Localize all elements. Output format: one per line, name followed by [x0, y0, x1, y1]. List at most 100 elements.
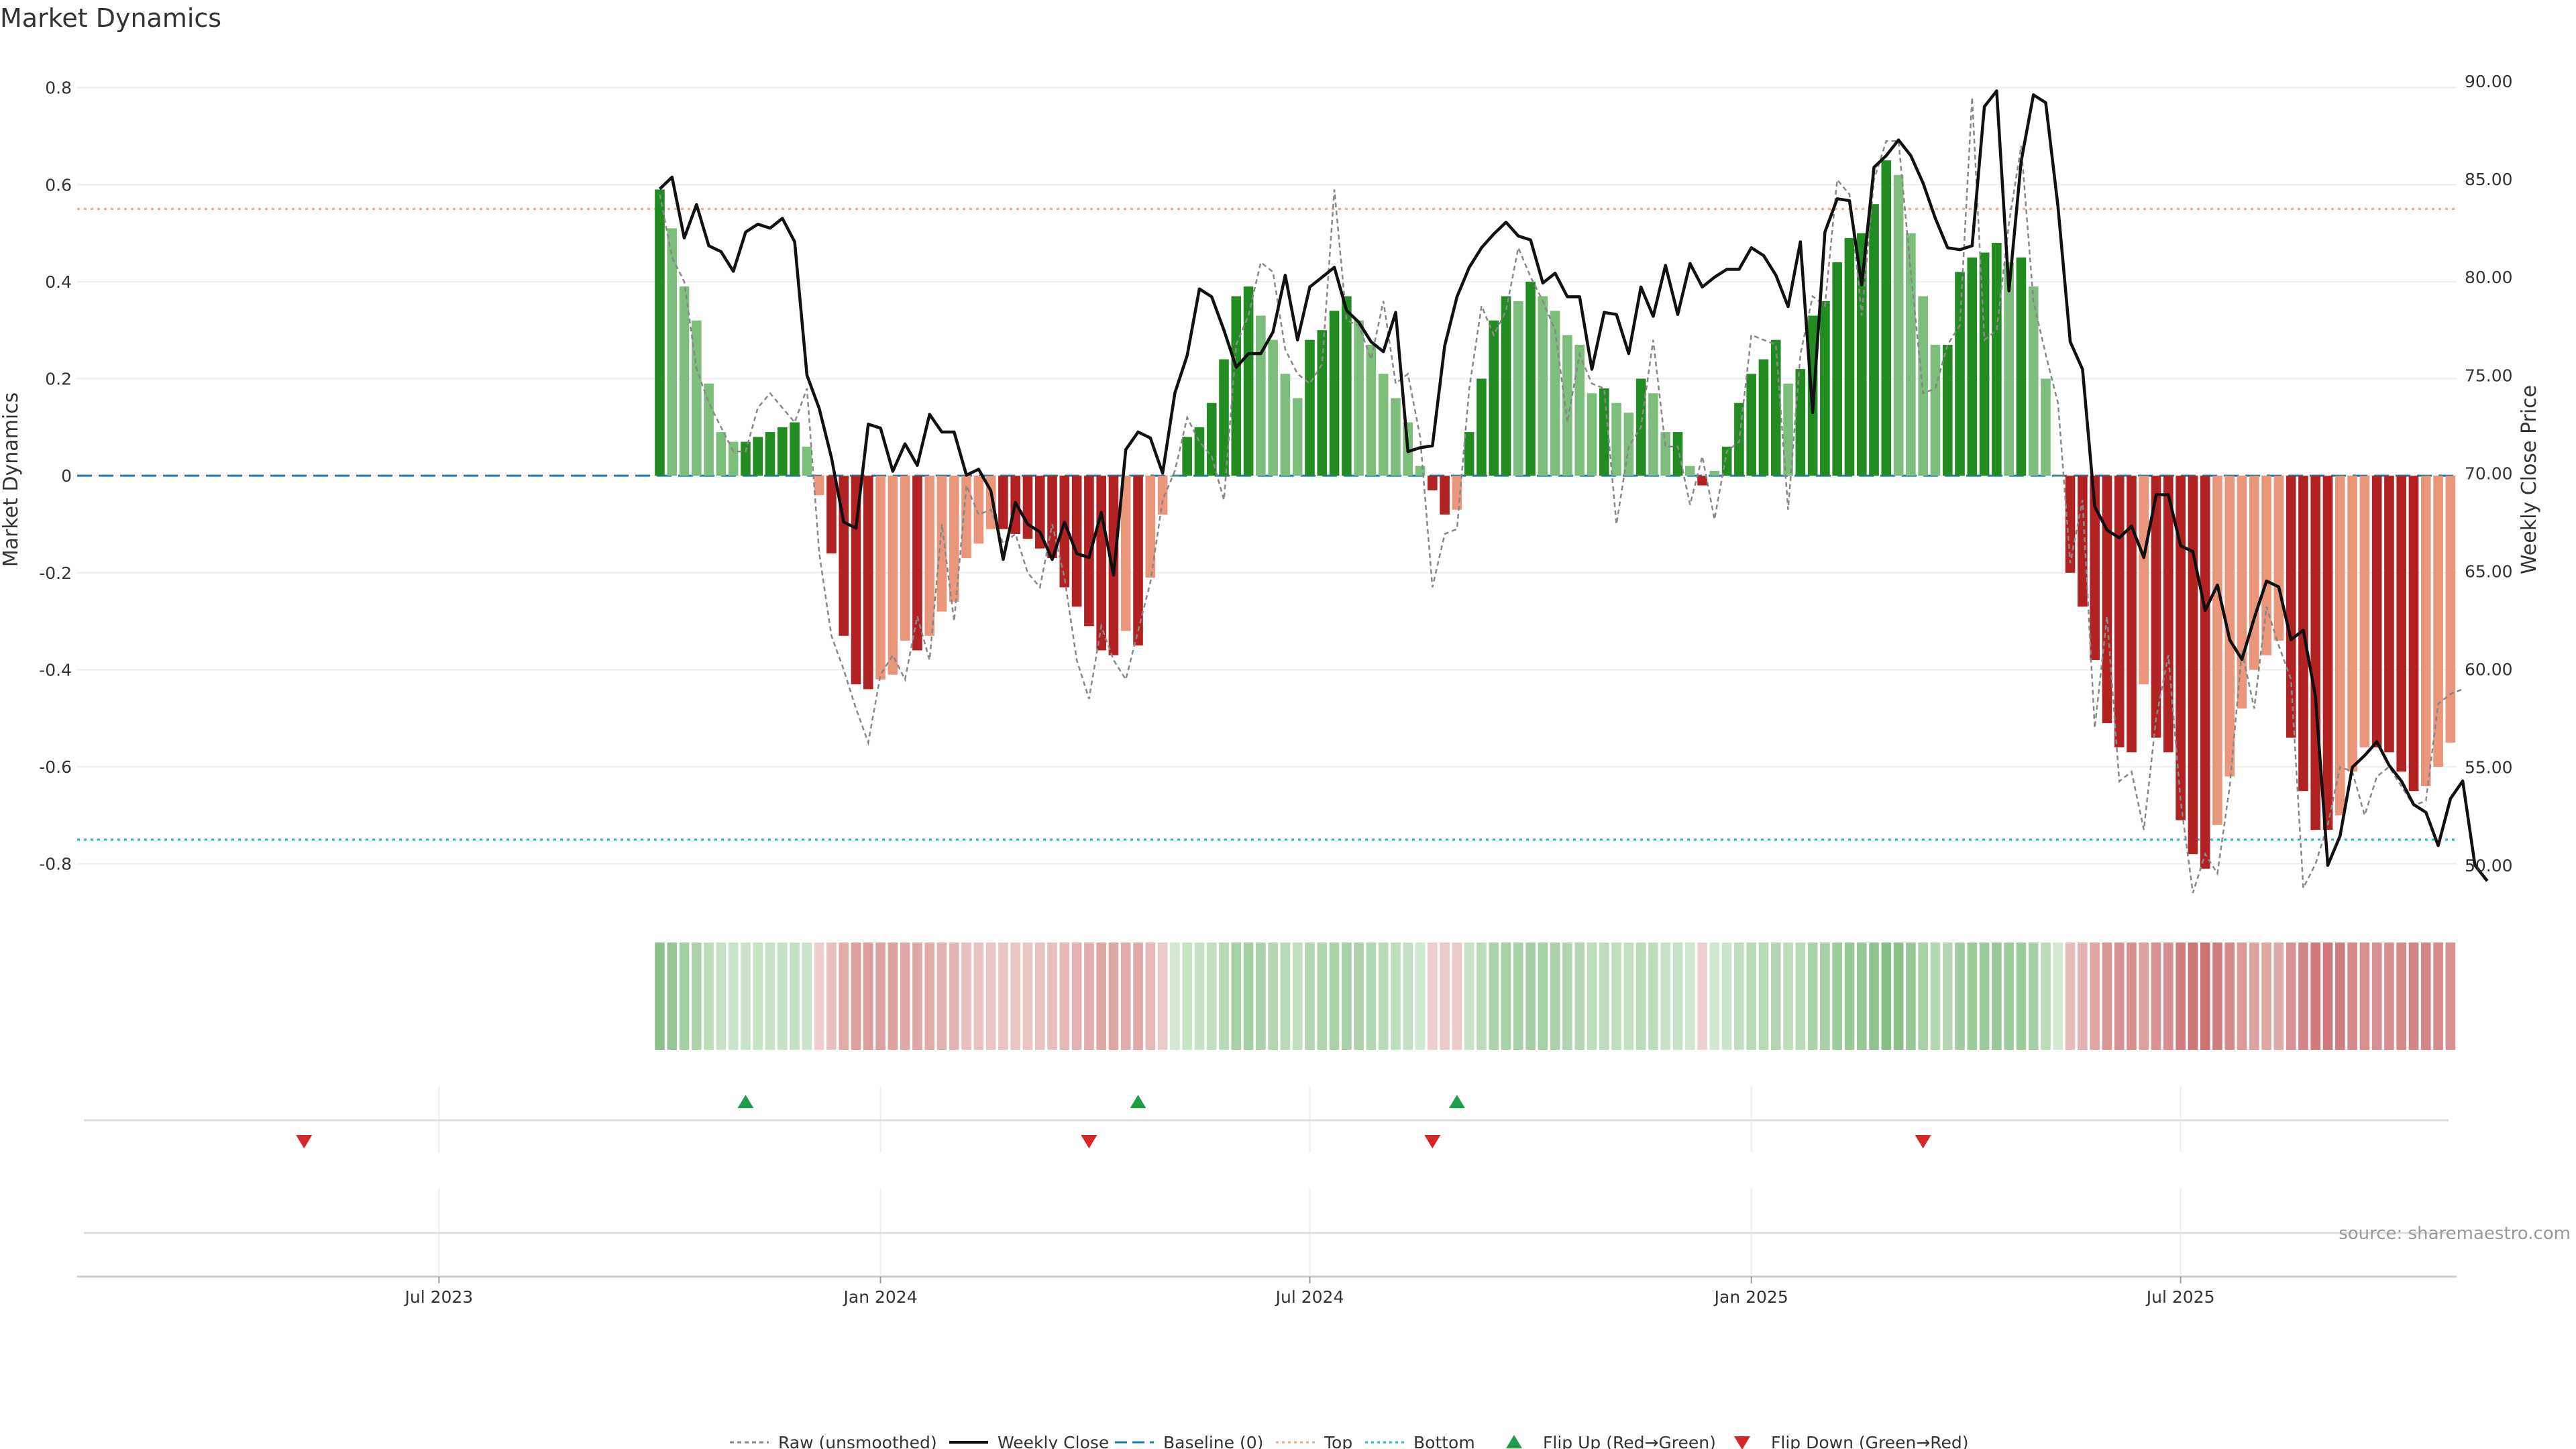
dynamics-bar	[2445, 476, 2456, 743]
heat-cell	[1930, 943, 1941, 1050]
heat-cell	[2114, 943, 2125, 1050]
dynamics-bar	[1440, 476, 1450, 515]
heat-cell	[2176, 943, 2186, 1050]
heat-cell	[1145, 943, 1156, 1050]
empty-panel	[77, 1189, 2457, 1278]
heat-cell	[2420, 943, 2431, 1050]
heat-cell	[1477, 943, 1487, 1050]
heat-cell	[1672, 943, 1683, 1050]
heat-cell	[1623, 943, 1634, 1050]
heat-cell	[2041, 943, 2051, 1050]
dynamics-bar	[2286, 476, 2296, 738]
legend-swatch-flip-up	[1506, 1435, 1522, 1448]
dynamics-bar	[2004, 262, 2014, 476]
dynamics-bar	[1562, 335, 1572, 476]
dynamics-bar	[1906, 233, 1916, 476]
dynamics-bar	[1194, 427, 1205, 476]
source-note: source: sharemaestro.com	[2339, 1224, 2571, 1244]
dynamics-bar	[753, 437, 763, 476]
dynamics-bar	[814, 476, 824, 496]
dynamics-bar	[1660, 432, 1671, 476]
dynamics-bar	[1231, 296, 1242, 476]
heat-cell	[814, 943, 824, 1050]
legend-label-raw: Raw (unsmoothed)	[778, 1433, 937, 1449]
heat-cell	[1599, 943, 1609, 1050]
heat-cell	[2445, 943, 2456, 1050]
heat-strip	[655, 943, 2456, 1050]
dynamics-bar	[1844, 237, 1855, 476]
heat-cell	[1906, 943, 1916, 1050]
heat-cell	[1587, 943, 1597, 1050]
dynamics-bar	[2347, 476, 2357, 772]
heat-cell	[1783, 943, 1793, 1050]
dynamics-bar	[1489, 320, 1499, 476]
dynamics-bar	[1206, 402, 1217, 476]
heat-cell	[1133, 943, 1143, 1050]
dynamics-bar	[1354, 320, 1364, 476]
dynamics-bar	[2384, 476, 2394, 753]
heat-cell	[2200, 943, 2210, 1050]
dynamics-bar	[1869, 204, 1879, 476]
dynamics-bar	[949, 476, 959, 602]
dynamics-bar	[2053, 476, 2063, 477]
dynamics-bar	[1758, 359, 1769, 476]
dynamics-bar	[2139, 476, 2149, 685]
dynamics-bar	[704, 383, 714, 476]
heat-cell	[1010, 943, 1021, 1050]
dynamics-bar	[765, 432, 775, 476]
dynamics-bar	[863, 476, 873, 690]
heat-cell	[1697, 943, 1707, 1050]
dynamics-bar	[2114, 476, 2125, 748]
heat-cell	[1268, 943, 1278, 1050]
heat-cell	[1206, 943, 1217, 1050]
dynamics-bar	[655, 189, 665, 476]
x-axis-ticks: Jul 2023 Jan 2024 Jul 2024 Jan 2025 Jul 2025	[403, 1277, 2214, 1307]
dynamics-bar	[2261, 476, 2271, 655]
left-tick-label-8: -0.8	[39, 855, 72, 874]
heat-cell	[2273, 943, 2284, 1050]
dynamics-bar	[1770, 339, 1781, 476]
right-tick-label-3: 75.00	[2465, 366, 2513, 385]
dynamics-bar	[1157, 476, 1168, 515]
heat-cell	[1893, 943, 1904, 1050]
dynamics-bar	[1084, 476, 1094, 627]
right-tick-label-5: 65.00	[2465, 562, 2513, 582]
dynamics-bar	[1881, 160, 1892, 476]
dynamics-bar	[1979, 252, 1990, 476]
dynamics-bar	[2359, 476, 2370, 748]
dynamics-bar	[1219, 359, 1229, 476]
heat-cell	[924, 943, 935, 1050]
flip-markers-panel	[84, 1087, 2449, 1152]
dynamics-bar	[2151, 476, 2161, 738]
left-tick-label-7: -0.6	[39, 757, 72, 777]
dynamics-bar	[1120, 476, 1131, 631]
heat-cell	[2163, 943, 2174, 1050]
weekly-close-line	[658, 89, 2489, 882]
heat-cell	[2396, 943, 2407, 1050]
heat-cell	[1856, 943, 1867, 1050]
dynamics-bar	[1672, 432, 1683, 476]
legend-swatch-flip-down	[1734, 1436, 1750, 1449]
right-tick-label-8: 50.00	[2465, 856, 2513, 875]
dynamics-bar	[1795, 369, 1806, 476]
dynamics-bar	[2420, 476, 2431, 786]
heat-cell	[1219, 943, 1229, 1050]
heat-cell	[1513, 943, 1523, 1050]
x-tick-label-2: Jul 2024	[1275, 1287, 1344, 1307]
dynamics-bar	[2334, 476, 2345, 816]
heat-cell	[667, 943, 678, 1050]
flip-up-marker	[737, 1095, 754, 1108]
heat-cell	[2371, 943, 2382, 1050]
heat-cell	[1574, 943, 1585, 1050]
dynamics-bar	[2212, 476, 2222, 825]
heat-cell	[2298, 943, 2308, 1050]
heat-cell	[2188, 943, 2198, 1050]
dynamics-bar	[2310, 476, 2321, 830]
heat-cell	[1721, 943, 1732, 1050]
dynamics-bar	[1342, 296, 1352, 476]
heat-cell	[1967, 943, 1978, 1050]
dynamics-bar	[961, 476, 971, 559]
legend-label-baseline: Baseline (0)	[1163, 1433, 1263, 1449]
dynamics-bar	[1243, 286, 1254, 476]
heat-cell	[802, 943, 812, 1050]
